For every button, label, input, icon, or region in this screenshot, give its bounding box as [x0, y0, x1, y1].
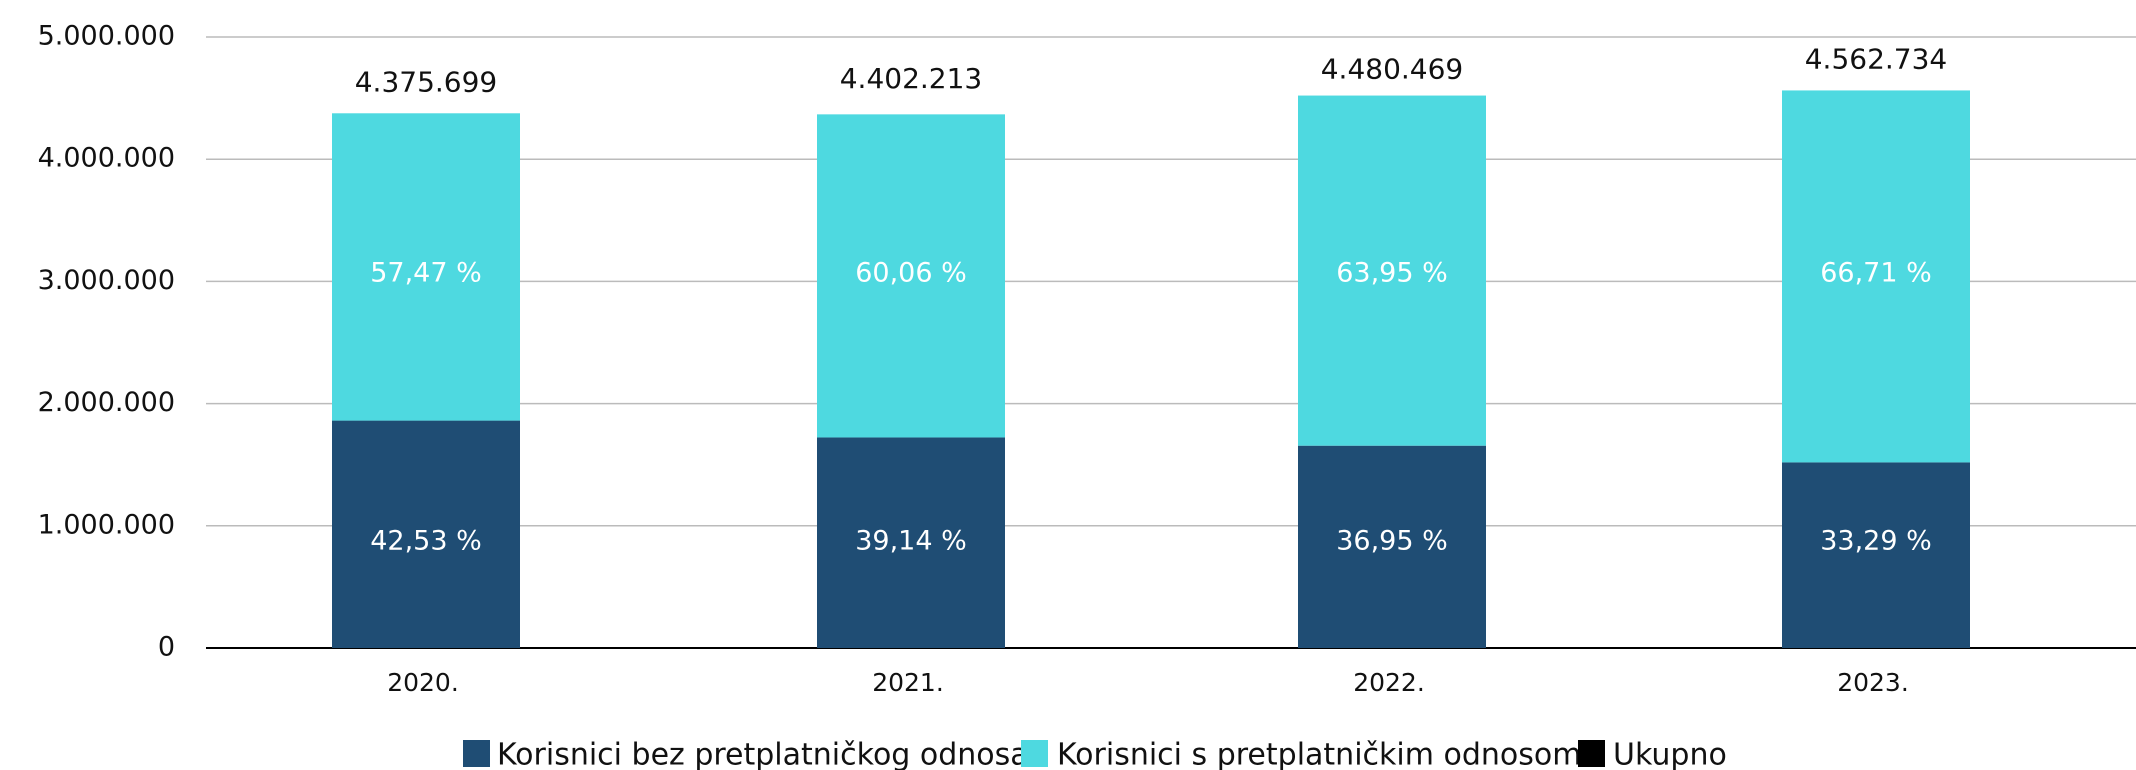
- bar-segment: [817, 437, 1005, 648]
- bar-segment: [1782, 462, 1970, 648]
- bar-segment: [332, 113, 520, 421]
- total-label: 4.402.213: [840, 62, 983, 95]
- legend-label: Korisnici s pretplatničkim odnosom: [1057, 738, 1581, 770]
- bar-segment: [1298, 95, 1486, 446]
- segment-label: 33,29 %: [1820, 526, 1932, 557]
- total-label: 4.480.469: [1321, 52, 1464, 85]
- legend-label: Ukupno: [1613, 738, 1727, 770]
- bar-segment: [332, 420, 520, 648]
- x-tick-label: 2022.: [1353, 668, 1425, 697]
- bar-segment: [1298, 445, 1486, 648]
- segment-label: 39,14 %: [855, 526, 967, 557]
- segment-label: 57,47 %: [370, 258, 482, 289]
- y-tick-label: 5.000.000: [38, 21, 175, 52]
- x-tick-label: 2023.: [1837, 668, 1909, 697]
- segment-label: 60,06 %: [855, 258, 967, 289]
- legend-label: Korisnici bez pretplatničkog odnosa: [497, 738, 1029, 770]
- y-tick-label: 1.000.000: [38, 509, 175, 540]
- total-label: 4.562.734: [1805, 42, 1948, 75]
- legend-swatch: [1021, 740, 1048, 767]
- y-tick-label: 4.000.000: [38, 143, 175, 174]
- segment-label: 42,53 %: [370, 526, 482, 557]
- x-tick-label: 2021.: [872, 668, 944, 697]
- y-tick-label: 3.000.000: [38, 265, 175, 296]
- x-tick-label: 2020.: [387, 668, 459, 697]
- total-label: 4.375.699: [355, 65, 498, 98]
- bar-segment: [1782, 90, 1970, 463]
- y-tick-label: 0: [158, 632, 175, 663]
- y-tick-label: 2.000.000: [38, 387, 175, 418]
- segment-label: 66,71 %: [1820, 258, 1932, 289]
- bar-segment: [817, 114, 1005, 438]
- segment-label: 63,95 %: [1336, 258, 1448, 289]
- legend-swatch: [1578, 740, 1605, 767]
- legend-swatch: [463, 740, 490, 767]
- segment-label: 36,95 %: [1336, 526, 1448, 557]
